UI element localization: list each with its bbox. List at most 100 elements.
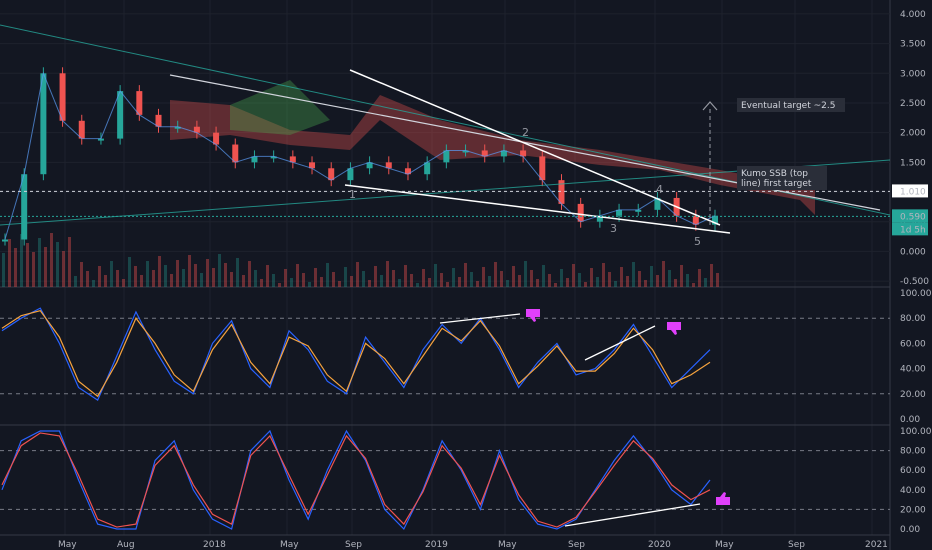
volume-bar	[620, 267, 623, 287]
candle-body	[213, 132, 220, 145]
price-tick-label: 2.000	[900, 129, 926, 139]
volume-bar	[632, 262, 635, 287]
volume-bar	[284, 269, 287, 287]
volume-bar	[278, 283, 281, 287]
volume-bar	[80, 262, 83, 287]
stoch-rsi-1-tick-label: 20.00	[900, 390, 926, 400]
candle-body	[117, 91, 124, 139]
price-label: 0.590	[900, 212, 926, 222]
target-arrow-head	[702, 101, 718, 111]
volume-bar	[86, 271, 89, 287]
volume-bar	[428, 278, 431, 287]
volume-bar	[458, 277, 461, 287]
x-tick-label: 2021	[865, 540, 888, 550]
candle-body	[59, 73, 66, 121]
volume-bar	[398, 279, 401, 287]
volume-bar	[110, 261, 113, 287]
volume-bar	[296, 264, 299, 287]
thumb-cuff	[526, 309, 530, 317]
volume-bar	[512, 266, 515, 287]
volume-bar	[152, 270, 155, 287]
candle-body	[97, 138, 104, 141]
countdown-box	[892, 222, 928, 236]
volume-bar	[602, 263, 605, 287]
volume-bar	[338, 281, 341, 287]
volume-bar	[20, 234, 23, 287]
candle-body	[462, 150, 469, 153]
volume-bar	[416, 283, 419, 287]
volume-bar	[2, 253, 5, 287]
volume-bar	[488, 276, 491, 287]
stoch-rsi-2-tick-label: 20.00	[900, 505, 926, 515]
stoch-rsi-1-tick-label: 100.00	[900, 289, 932, 299]
candle-body	[40, 73, 47, 175]
price-tick-label: 1.500	[900, 158, 926, 168]
volume-bar	[68, 237, 71, 287]
divergence-line	[584, 325, 656, 361]
volume-bar	[650, 266, 653, 287]
volume-bar	[350, 276, 353, 287]
volume-bar	[518, 275, 521, 287]
candle-body	[232, 144, 239, 163]
x-tick-label: 2020	[648, 540, 671, 550]
candle-body	[270, 156, 277, 159]
volume-bar	[668, 270, 671, 287]
candle-body	[155, 114, 162, 127]
thumb-cuff	[716, 497, 720, 505]
volume-bar	[596, 277, 599, 287]
volume-bar	[500, 271, 503, 287]
candle-body	[424, 162, 431, 175]
volume-bar	[134, 266, 137, 287]
volume-bar	[98, 266, 101, 287]
volume-bar	[158, 256, 161, 287]
thumbs-up-icon	[716, 492, 730, 505]
candle-body	[500, 150, 507, 157]
volume-bar	[680, 265, 683, 287]
volume-bar	[116, 270, 119, 287]
volume-bar	[608, 272, 611, 287]
volume-bar	[308, 282, 311, 287]
volume-bar	[710, 264, 713, 287]
thumb-hand	[720, 492, 730, 505]
candle-body	[78, 120, 85, 139]
annotation-kumo-target: line) first target	[741, 179, 812, 189]
volume-bar	[410, 274, 413, 287]
volume-bar	[566, 278, 569, 287]
volume-bar	[686, 274, 689, 287]
candle-body	[558, 180, 565, 204]
x-tick-label: May	[58, 540, 77, 550]
volume-bar	[530, 270, 533, 287]
volume-bar	[56, 242, 59, 287]
volume-bar	[386, 261, 389, 287]
candle-body	[2, 239, 8, 242]
volume-bar	[326, 263, 329, 287]
x-tick-label: May	[280, 540, 299, 550]
volume-bar	[182, 269, 185, 287]
thumb-hand	[530, 309, 540, 322]
volume-bar	[14, 248, 17, 287]
volume-bar	[104, 275, 107, 287]
volume-bar	[32, 252, 35, 287]
annotation-eventual-target: Eventual target ~2.5	[741, 101, 835, 111]
volume-bar	[44, 247, 47, 287]
stoch-rsi-2-series-line	[1, 429, 711, 531]
divergence-line	[564, 503, 701, 527]
price-label: 1.010	[900, 187, 926, 197]
volume-bar	[236, 258, 239, 287]
volume-bar	[374, 266, 377, 287]
x-tick-label: Aug	[117, 540, 135, 550]
price-tick-label: 2.500	[900, 99, 926, 109]
volume-bar	[434, 264, 437, 287]
x-tick-label: Sep	[568, 540, 585, 550]
price-tick-label: 0.000	[900, 247, 926, 257]
volume-bar	[698, 269, 701, 287]
volume-bar	[8, 239, 11, 287]
thumb-cuff	[667, 322, 671, 330]
stoch-rsi-1-tick-label: 60.00	[900, 339, 926, 349]
candle-body	[174, 126, 181, 129]
volume-bar	[356, 262, 359, 287]
annotation-box	[737, 166, 827, 190]
volume-bar	[674, 279, 677, 287]
